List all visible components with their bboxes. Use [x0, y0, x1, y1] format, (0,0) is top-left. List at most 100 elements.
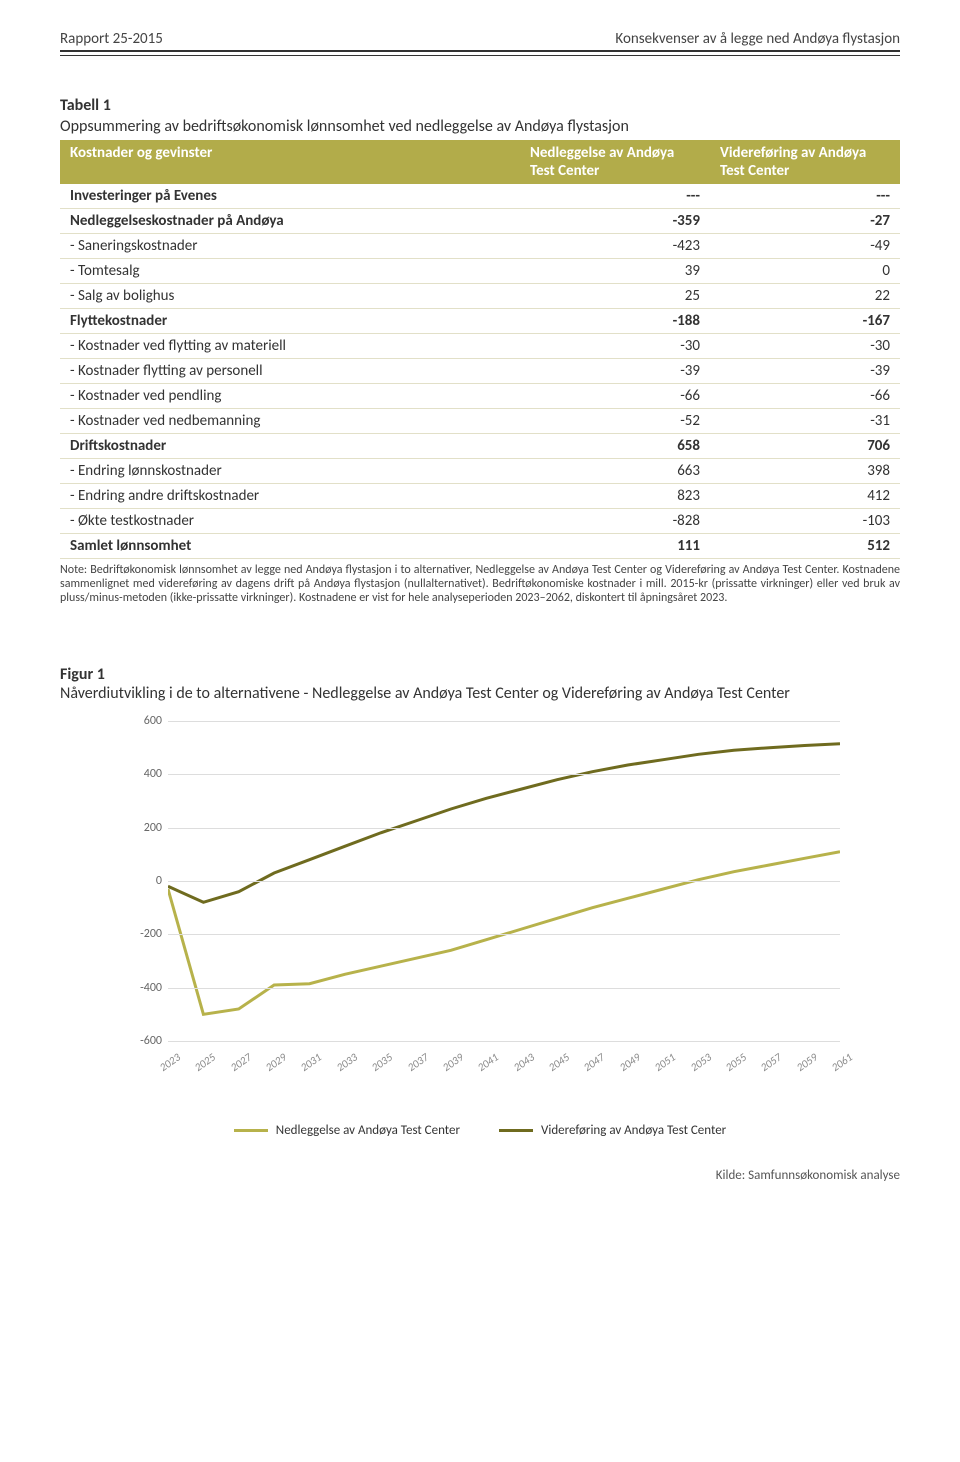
y-tick: -200	[140, 927, 162, 941]
row-label: - Kostnader ved pendling	[60, 384, 520, 409]
table-title: Tabell 1	[60, 96, 900, 115]
x-tick: 2051	[652, 1051, 678, 1074]
row-val-2: -27	[710, 209, 900, 234]
row-label: - Kostnader ved nedbemanning	[60, 409, 520, 434]
col-header-1: Nedleggelse av Andøya Test Center	[520, 140, 710, 184]
table-caption: Oppsummering av bedriftsøkonomisk lønnso…	[60, 117, 900, 136]
legend-label-2: Videreføring av Andøya Test Center	[541, 1123, 726, 1138]
legend-swatch-2	[499, 1129, 533, 1132]
table-row: - Kostnader ved nedbemanning-52-31	[60, 409, 900, 434]
table-row: Driftskostnader658706	[60, 434, 900, 459]
x-tick: 2041	[476, 1051, 502, 1074]
x-tick: 2047	[582, 1051, 608, 1074]
row-val-2: 0	[710, 259, 900, 284]
table-row: - Økte testkostnader-828-103	[60, 509, 900, 534]
row-label: - Endring lønnskostnader	[60, 459, 520, 484]
row-val-2: 412	[710, 484, 900, 509]
page-header: Rapport 25-2015 Konsekvenser av å legge …	[60, 30, 900, 48]
x-tick: 2055	[723, 1051, 749, 1074]
table-row: - Kostnader flytting av personell-39-39	[60, 359, 900, 384]
table-row: - Kostnader ved flytting av materiell-30…	[60, 334, 900, 359]
row-val-1: -359	[520, 209, 710, 234]
x-tick: 2023	[157, 1051, 183, 1074]
row-val-1: 25	[520, 284, 710, 309]
legend-item-1: Nedleggelse av Andøya Test Center	[234, 1123, 460, 1138]
row-val-2: 706	[710, 434, 900, 459]
row-label: - Endring andre driftskostnader	[60, 484, 520, 509]
x-tick: 2035	[369, 1051, 395, 1074]
y-tick: 200	[144, 821, 162, 835]
table-row: - Saneringskostnader-423-49	[60, 234, 900, 259]
row-val-2: -49	[710, 234, 900, 259]
row-label: - Salg av bolighus	[60, 284, 520, 309]
row-label: Nedleggelseskostnader på Andøya	[60, 209, 520, 234]
row-val-1: 663	[520, 459, 710, 484]
row-val-1: -39	[520, 359, 710, 384]
plot-area	[168, 721, 840, 1041]
gridline	[168, 774, 840, 775]
x-tick: 2031	[299, 1051, 325, 1074]
row-val-1: -188	[520, 309, 710, 334]
x-axis: 2023202520272029203120332035203720392041…	[168, 1051, 840, 1081]
legend-item-2: Videreføring av Andøya Test Center	[499, 1123, 726, 1138]
row-val-1: -423	[520, 234, 710, 259]
figure-section: Figur 1 Nåverdiutvikling i de to alterna…	[60, 665, 900, 1138]
row-val-2: -31	[710, 409, 900, 434]
summary-table: Kostnader og gevinster Nedleggelse av An…	[60, 140, 900, 559]
table-row: Investeringer på Evenes------	[60, 184, 900, 209]
y-tick: -400	[140, 981, 162, 995]
row-label: Driftskostnader	[60, 434, 520, 459]
gridline	[168, 1041, 840, 1042]
row-val-2: -39	[710, 359, 900, 384]
x-tick: 2059	[794, 1051, 820, 1074]
table-row: Samlet lønnsomhet111512	[60, 534, 900, 559]
row-label: - Tomtesalg	[60, 259, 520, 284]
gridline	[168, 988, 840, 989]
header-rule	[60, 50, 900, 56]
header-right: Konsekvenser av å legge ned Andøya flyst…	[615, 30, 900, 48]
row-val-2: -66	[710, 384, 900, 409]
row-val-2: 512	[710, 534, 900, 559]
x-tick: 2027	[228, 1051, 254, 1074]
row-val-2: ---	[710, 184, 900, 209]
y-tick: -600	[140, 1034, 162, 1048]
table-row: - Tomtesalg390	[60, 259, 900, 284]
row-val-1: -30	[520, 334, 710, 359]
x-tick: 2045	[546, 1051, 572, 1074]
gridline	[168, 934, 840, 935]
x-tick: 2025	[193, 1051, 219, 1074]
header-left: Rapport 25-2015	[60, 30, 163, 48]
y-tick: 0	[156, 874, 162, 888]
col-header-2: Videreføring av Andøya Test Center	[710, 140, 900, 184]
table-row: - Salg av bolighus2522	[60, 284, 900, 309]
table-row: - Endring lønnskostnader663398	[60, 459, 900, 484]
row-val-1: ---	[520, 184, 710, 209]
table-row: - Kostnader ved pendling-66-66	[60, 384, 900, 409]
col-header-0: Kostnader og gevinster	[60, 140, 520, 184]
row-label: - Saneringskostnader	[60, 234, 520, 259]
y-tick: 600	[144, 714, 162, 728]
table-row: - Endring andre driftskostnader823412	[60, 484, 900, 509]
line-chart: -600-400-2000200400600 20232025202720292…	[120, 721, 840, 1101]
row-val-2: -30	[710, 334, 900, 359]
table-row: Flyttekostnader-188-167	[60, 309, 900, 334]
table-row: Nedleggelseskostnader på Andøya-359-27	[60, 209, 900, 234]
row-val-1: 658	[520, 434, 710, 459]
row-label: Investeringer på Evenes	[60, 184, 520, 209]
chart-legend: Nedleggelse av Andøya Test Center Videre…	[60, 1121, 900, 1138]
x-tick: 2029	[263, 1051, 289, 1074]
table-section: Tabell 1 Oppsummering av bedriftsøkonomi…	[60, 96, 900, 605]
row-val-1: 111	[520, 534, 710, 559]
x-tick: 2053	[688, 1051, 714, 1074]
legend-label-1: Nedleggelse av Andøya Test Center	[276, 1123, 460, 1138]
x-tick: 2037	[405, 1051, 431, 1074]
y-tick: 400	[144, 767, 162, 781]
row-val-2: -167	[710, 309, 900, 334]
x-tick: 2057	[758, 1051, 784, 1074]
x-tick: 2033	[334, 1051, 360, 1074]
row-label: - Økte testkostnader	[60, 509, 520, 534]
x-tick: 2061	[829, 1051, 855, 1074]
row-val-1: 823	[520, 484, 710, 509]
row-val-1: 39	[520, 259, 710, 284]
gridline	[168, 828, 840, 829]
